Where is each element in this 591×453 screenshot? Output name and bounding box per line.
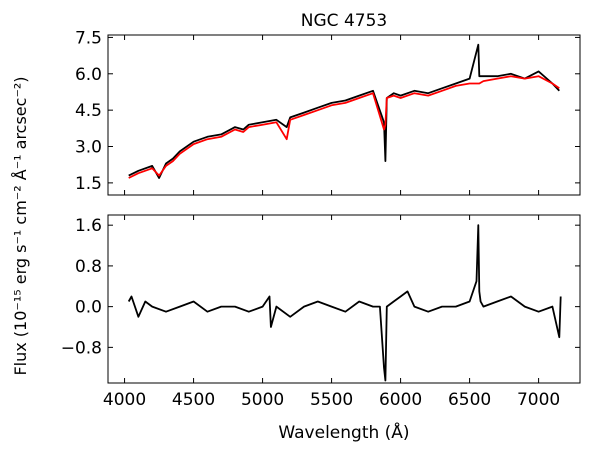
top-ytick-label-0: 1.5 — [75, 174, 102, 194]
top-ytick-label-2: 4.5 — [75, 101, 102, 121]
bottom-xtick-label-2: 5000 — [241, 390, 284, 410]
bottom-ytick-label-2: 0.8 — [75, 257, 102, 277]
top-panel: 1.5 3.0 4.5 6.0 7.5 — [75, 28, 581, 196]
top-ytick-label-3: 6.0 — [75, 65, 102, 85]
x-axis-label: Wavelength (Å) — [278, 421, 409, 443]
bottom-xtick-label-5: 6500 — [448, 390, 491, 410]
bottom-axes-frame — [107, 214, 581, 384]
bottom-xtick-label-0: 4000 — [103, 390, 146, 410]
bottom-series-line-0 — [127, 224, 562, 382]
bottom-xtick-label-4: 6000 — [379, 390, 422, 410]
top-series-line-0 — [128, 43, 560, 179]
top-spectrum-lines — [128, 43, 560, 179]
top-ytick-label-4: 7.5 — [75, 28, 102, 48]
bottom-xtick-label-1: 4500 — [172, 390, 215, 410]
bottom-residual-lines — [127, 224, 562, 382]
bottom-axis-ticks: −0.8 0.0 0.8 1.6 4000 4500 5000 5500 6000 6500 700… — [61, 215, 580, 410]
y-axis-label: Flux (10⁻¹⁵ erg s⁻¹ cm⁻² Å⁻¹ arcsec⁻²) — [11, 76, 30, 375]
bottom-xtick-label-3: 5500 — [310, 390, 353, 410]
bottom-xtick-label-6: 7000 — [517, 390, 560, 410]
bottom-ytick-label-0: −0.8 — [61, 338, 102, 358]
top-axes-frame — [107, 34, 581, 196]
chart-title: NGC 4753 — [301, 11, 387, 31]
top-ytick-label-1: 3.0 — [75, 138, 102, 158]
top-series-line-1 — [128, 75, 560, 179]
bottom-panel: −0.8 0.0 0.8 1.6 4000 4500 5000 5500 6000 6500 700… — [61, 214, 581, 410]
bottom-ytick-label-1: 0.0 — [75, 298, 102, 318]
bottom-ytick-label-3: 1.6 — [75, 216, 102, 236]
top-axis-ticks: 1.5 3.0 4.5 6.0 7.5 — [75, 28, 580, 195]
